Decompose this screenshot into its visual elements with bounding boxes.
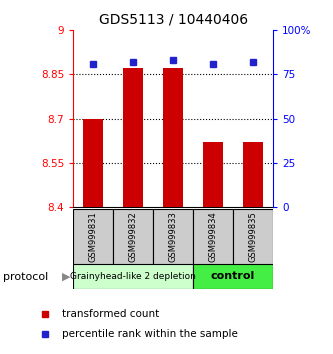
- Text: GSM999834: GSM999834: [208, 211, 218, 262]
- Bar: [73, 264, 193, 289]
- Bar: [233, 209, 273, 264]
- Bar: [193, 209, 233, 264]
- Text: percentile rank within the sample: percentile rank within the sample: [62, 329, 237, 339]
- Bar: [193, 264, 273, 289]
- Bar: [83, 119, 103, 207]
- Text: GSM999833: GSM999833: [168, 211, 178, 262]
- Text: GSM999832: GSM999832: [129, 211, 138, 262]
- Title: GDS5113 / 10440406: GDS5113 / 10440406: [99, 12, 248, 26]
- Text: control: control: [211, 272, 255, 281]
- Text: Grainyhead-like 2 depletion: Grainyhead-like 2 depletion: [70, 272, 196, 281]
- Bar: [243, 142, 263, 207]
- Bar: [203, 142, 223, 207]
- Text: GSM999831: GSM999831: [89, 211, 98, 262]
- Bar: [123, 68, 143, 207]
- Bar: [113, 209, 153, 264]
- Bar: [163, 68, 183, 207]
- Bar: [153, 209, 193, 264]
- Bar: [73, 209, 113, 264]
- Text: protocol: protocol: [3, 272, 49, 282]
- Text: transformed count: transformed count: [62, 309, 159, 319]
- Text: GSM999835: GSM999835: [248, 211, 258, 262]
- Text: ▶: ▶: [62, 272, 70, 282]
